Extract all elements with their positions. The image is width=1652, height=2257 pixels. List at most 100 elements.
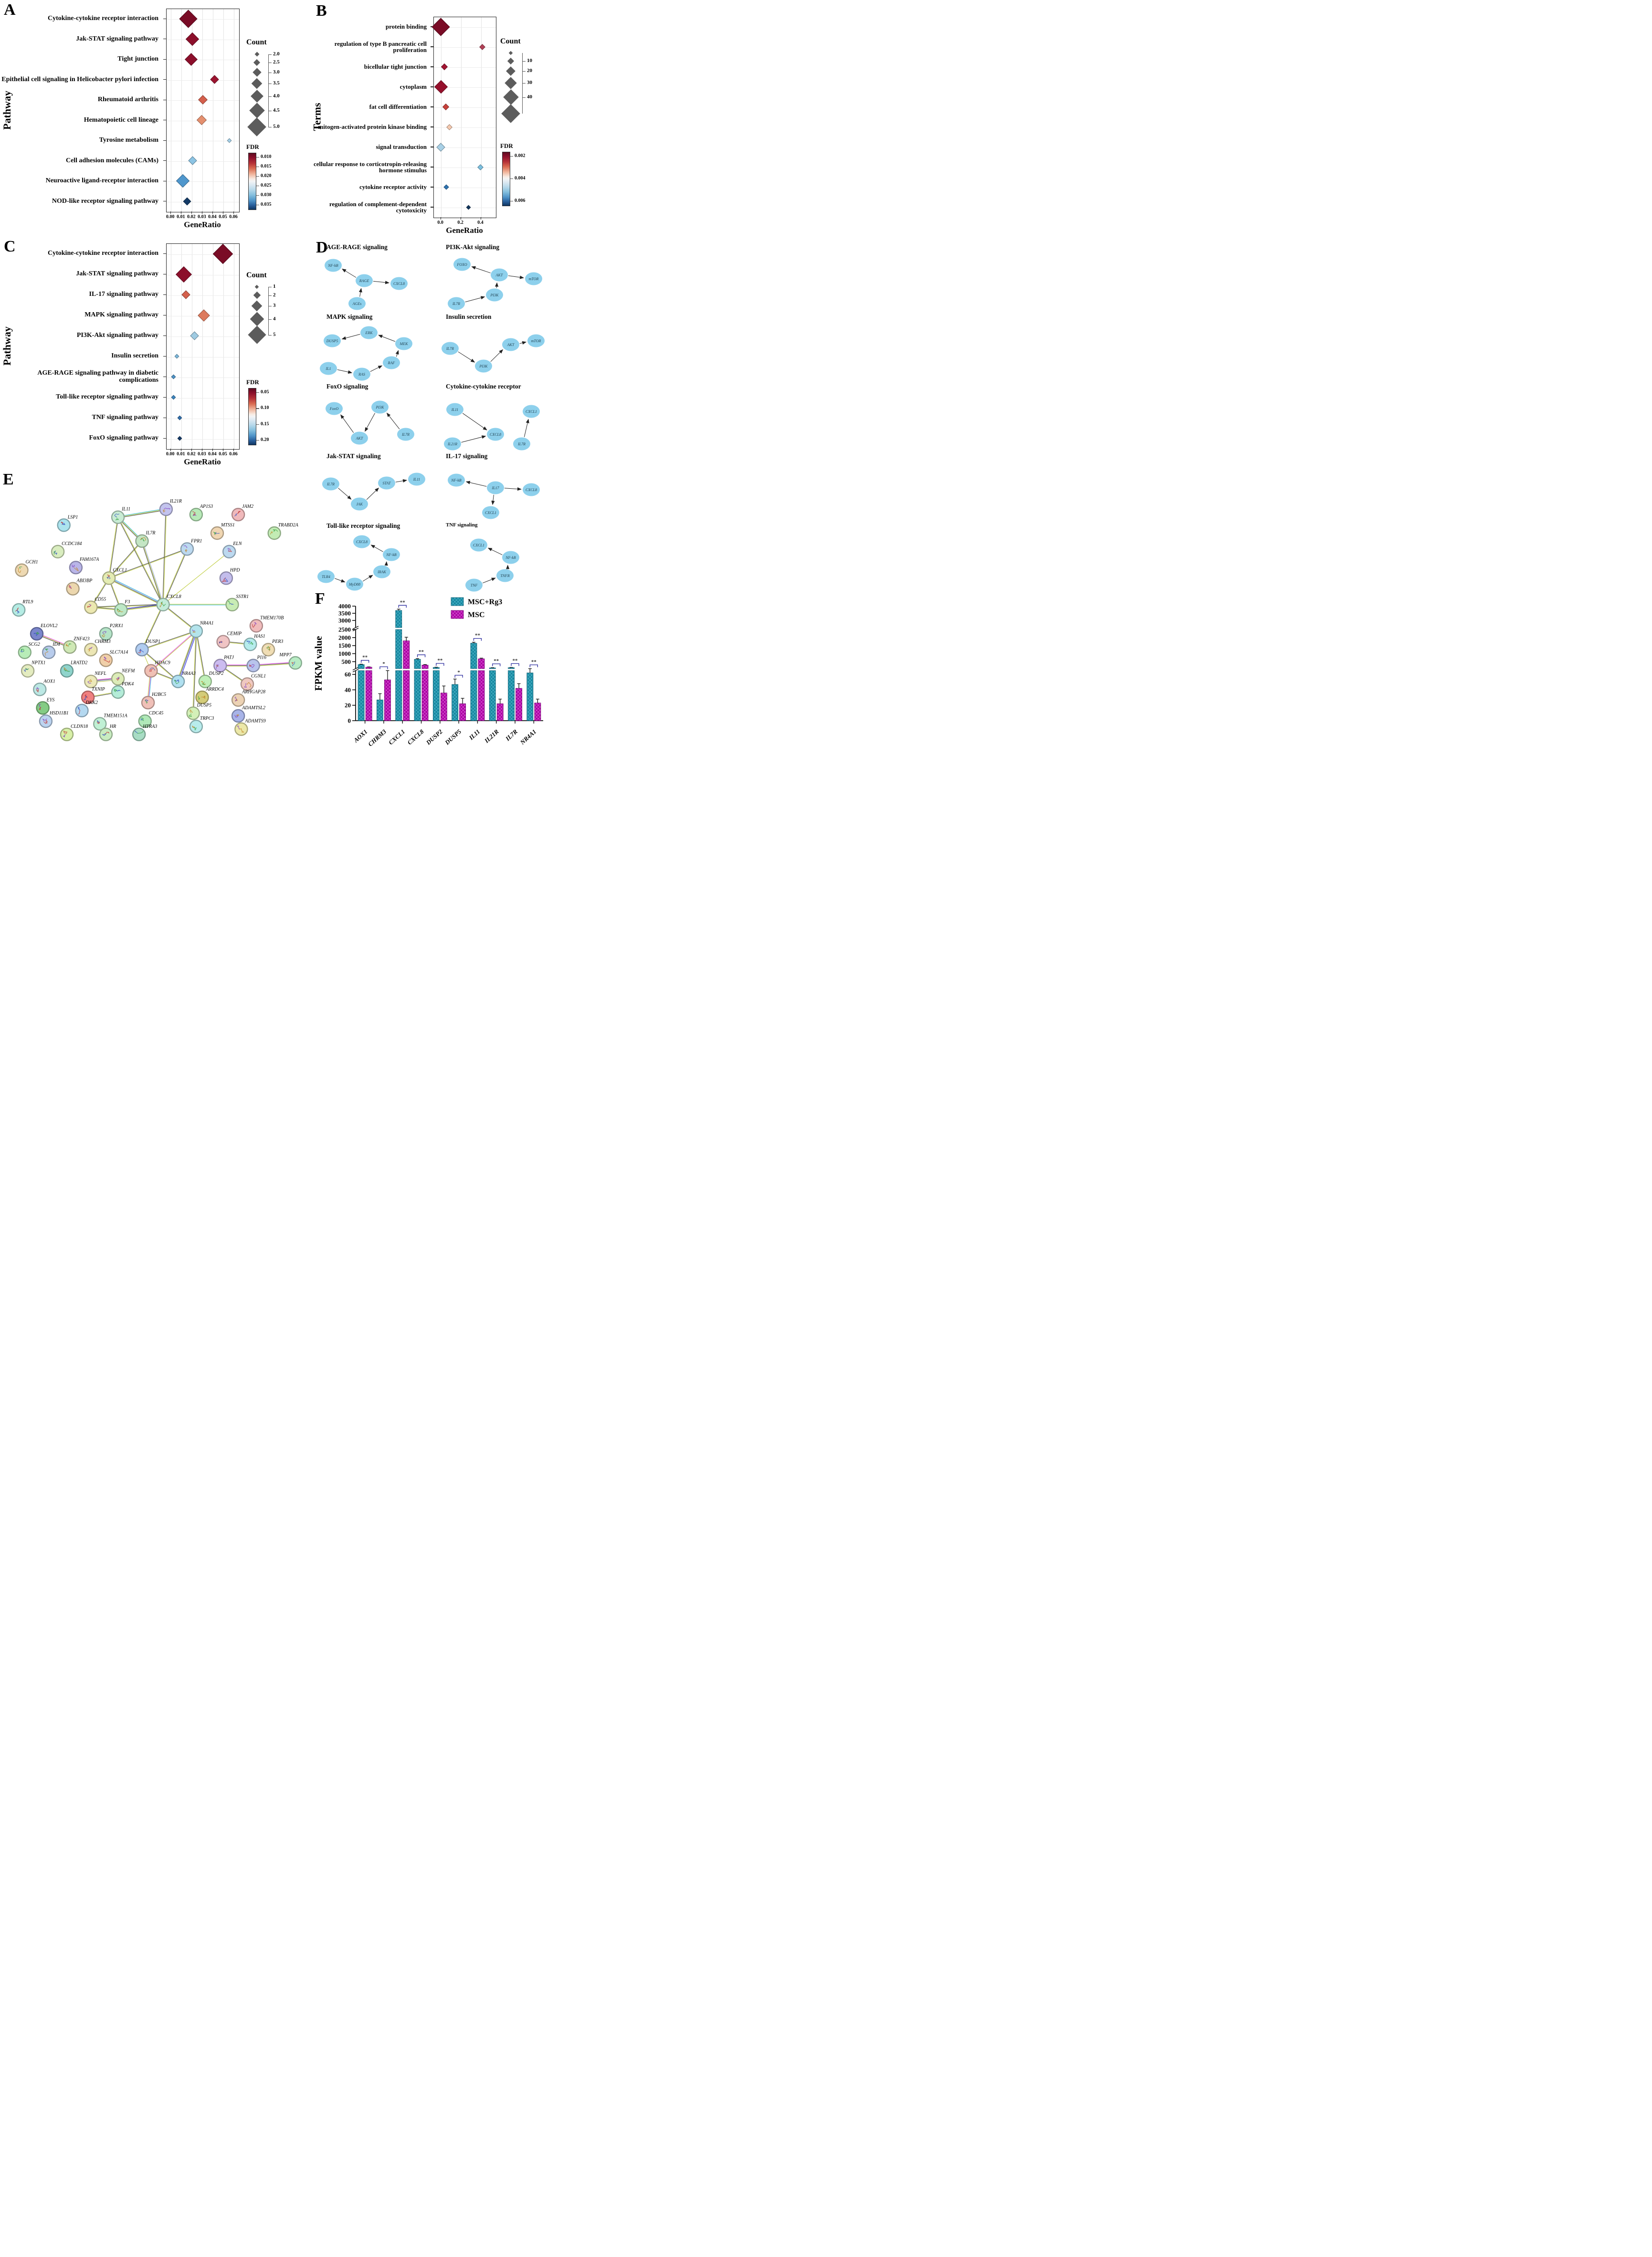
gridline-h — [434, 27, 496, 28]
category-label: FoxO signaling pathway — [89, 434, 158, 442]
x-tick-label: 0.00 — [166, 214, 175, 220]
pathway-node-label-IL7R: IL7R — [452, 302, 460, 306]
gene-node-label-PATJ: PATJ — [223, 655, 234, 661]
category-label: Cytokine-cytokine receptor interaction — [48, 250, 158, 257]
pathway-node-AGEs: AGEs — [348, 297, 366, 310]
protein-structure-squiggle — [236, 714, 239, 716]
pathway-node-label-CXCL1: CXCL1 — [485, 511, 496, 515]
pathway-node-CXCL1: CXCL1 — [482, 506, 499, 519]
protein-structure-squiggle — [216, 664, 219, 669]
network-title-8: Toll-like receptor signaling — [326, 522, 400, 529]
protein-structure-squiggle — [74, 567, 79, 572]
y-tick-label: 1000 — [338, 650, 351, 657]
gene-node-CD55: CD55 — [84, 597, 106, 614]
gene-axis-label-DUSP5: DUSP5 — [443, 728, 463, 746]
gene-node-label-HPD: HPD — [230, 567, 240, 573]
edge-arrow-RAF-MEK — [395, 350, 399, 357]
gene-node-label-ELN: ELN — [232, 541, 242, 546]
ppi-edge-F3-CXCL8 — [121, 605, 163, 611]
protein-structure-squiggle — [145, 700, 148, 704]
count-legend-value: 10 — [527, 58, 532, 63]
gene-node-FPR1: FPR1 — [180, 538, 202, 556]
fdr-value: 0.030 — [261, 192, 272, 198]
network-title-3: Insulin secretion — [446, 313, 492, 320]
ppi-edge-CXCL1-CXCL8 — [109, 577, 164, 604]
bar-IL21R-msc-rg3 — [489, 667, 496, 669]
bar-IL7R-msc-rg3 — [508, 670, 515, 721]
count-legend-line — [268, 54, 269, 127]
protein-structure-squiggle — [102, 633, 105, 638]
x-tick — [170, 211, 171, 214]
protein-structure-squiggle — [62, 522, 66, 525]
pathway-node-label-MEK: MEK — [400, 342, 409, 346]
protein-structure-squiggle — [36, 686, 40, 690]
gene-node-label-HR: HR — [109, 724, 116, 729]
gene-node-HDAC9: HDAC9 — [144, 661, 170, 678]
protein-structure-squiggle — [291, 662, 294, 665]
fdr-value: 0.020 — [261, 173, 272, 178]
gene-node-NR4A1: NR4A1 — [189, 620, 214, 638]
network-title-9: TNF signaling — [446, 522, 478, 528]
pathway-node-JAK: JAK — [351, 497, 368, 511]
pathway-node-RAGE: RAGE — [356, 274, 373, 287]
gridline-h — [167, 80, 239, 81]
gene-node-IL11: IL11 — [111, 507, 130, 524]
count-legend-value: 40 — [527, 94, 532, 100]
protein-structure-squiggle — [106, 576, 111, 579]
pathway-node-NF-kB: NF-kB — [325, 259, 342, 272]
gene-node-label-DUSP2: DUSP2 — [209, 671, 224, 676]
significance-stars-AOX1: ** — [362, 655, 368, 661]
gene-node-ELN: ELN — [222, 541, 242, 559]
fdr-value: 0.10 — [261, 405, 269, 411]
x-tick — [233, 449, 234, 451]
gene-node-PI16: PI16 — [246, 655, 266, 672]
pathway-node-ERK: ERK — [360, 326, 378, 339]
pathway-node-STAT: STAT — [378, 476, 395, 490]
category-tick — [163, 294, 166, 295]
x-tick-label: 0.03 — [198, 214, 206, 220]
count-legend-title: Count — [246, 271, 267, 279]
gene-node-PDK4: PDK4 — [111, 682, 134, 699]
panel-f-letter: F — [315, 590, 325, 608]
protein-structure-squiggle — [89, 679, 92, 682]
protein-structure-squiggle — [116, 609, 123, 612]
legend-swatch-MSC — [451, 610, 464, 619]
pathway-node-IRAK: IRAK — [373, 565, 390, 578]
protein-structure-squiggle — [77, 707, 80, 711]
protein-structure-squiggle — [200, 681, 206, 685]
pathway-node-label-IL21R: IL21R — [447, 442, 457, 446]
protein-structure-squiggle — [192, 511, 196, 515]
gridline-h — [167, 398, 239, 399]
bar-CXCL8-msc — [421, 670, 429, 721]
gene-node-label-NR4A1: NR4A1 — [200, 620, 214, 626]
fdr-colorbar — [248, 153, 256, 210]
bar-DUSP2-msc-rg3 — [432, 670, 440, 721]
pathway-node-label-MyD88: MyD88 — [348, 582, 360, 587]
protein-structure-squiggle — [44, 651, 49, 656]
edge-arrow-IL7R-CXCL1 — [524, 419, 529, 437]
gene-node-DUSP1: DUSP1 — [135, 639, 160, 657]
gene-node-HTRA3: HTRA3 — [132, 724, 157, 741]
protein-structure-squiggle — [63, 669, 70, 672]
gene-node-label-PI16: PI16 — [257, 655, 266, 661]
protein-structure-squiggle — [228, 549, 232, 552]
bar-IL21R-msc-rg3 — [489, 670, 496, 721]
gene-node-TMEM151A: TMEM151A — [93, 714, 128, 731]
gridline-v — [441, 17, 442, 218]
fdr-value: 0.015 — [261, 164, 272, 169]
gene-node-MTSS1: MTSS1 — [210, 523, 235, 540]
y-tick-label: 500 — [342, 658, 351, 665]
gridline-h — [434, 47, 496, 48]
axis-break-mark — [352, 667, 359, 671]
significance-bracket-NR4A1 — [529, 664, 538, 667]
edge-arrow-IL7R-JAK — [338, 488, 352, 500]
x-tick-label: 0.01 — [177, 451, 185, 457]
protein-structure-squiggle — [68, 643, 72, 646]
category-tick — [163, 356, 166, 357]
protein-structure-squiggle — [239, 728, 244, 733]
fdr-tick — [256, 440, 259, 441]
protein-structure-squiggle — [25, 668, 29, 670]
category-label: bicellular tight junction — [364, 63, 427, 71]
category-label: AGE-RAGE signaling pathway in diabetic c… — [37, 369, 158, 384]
pathway-node-label-NF-kB: NF-kB — [505, 556, 516, 560]
